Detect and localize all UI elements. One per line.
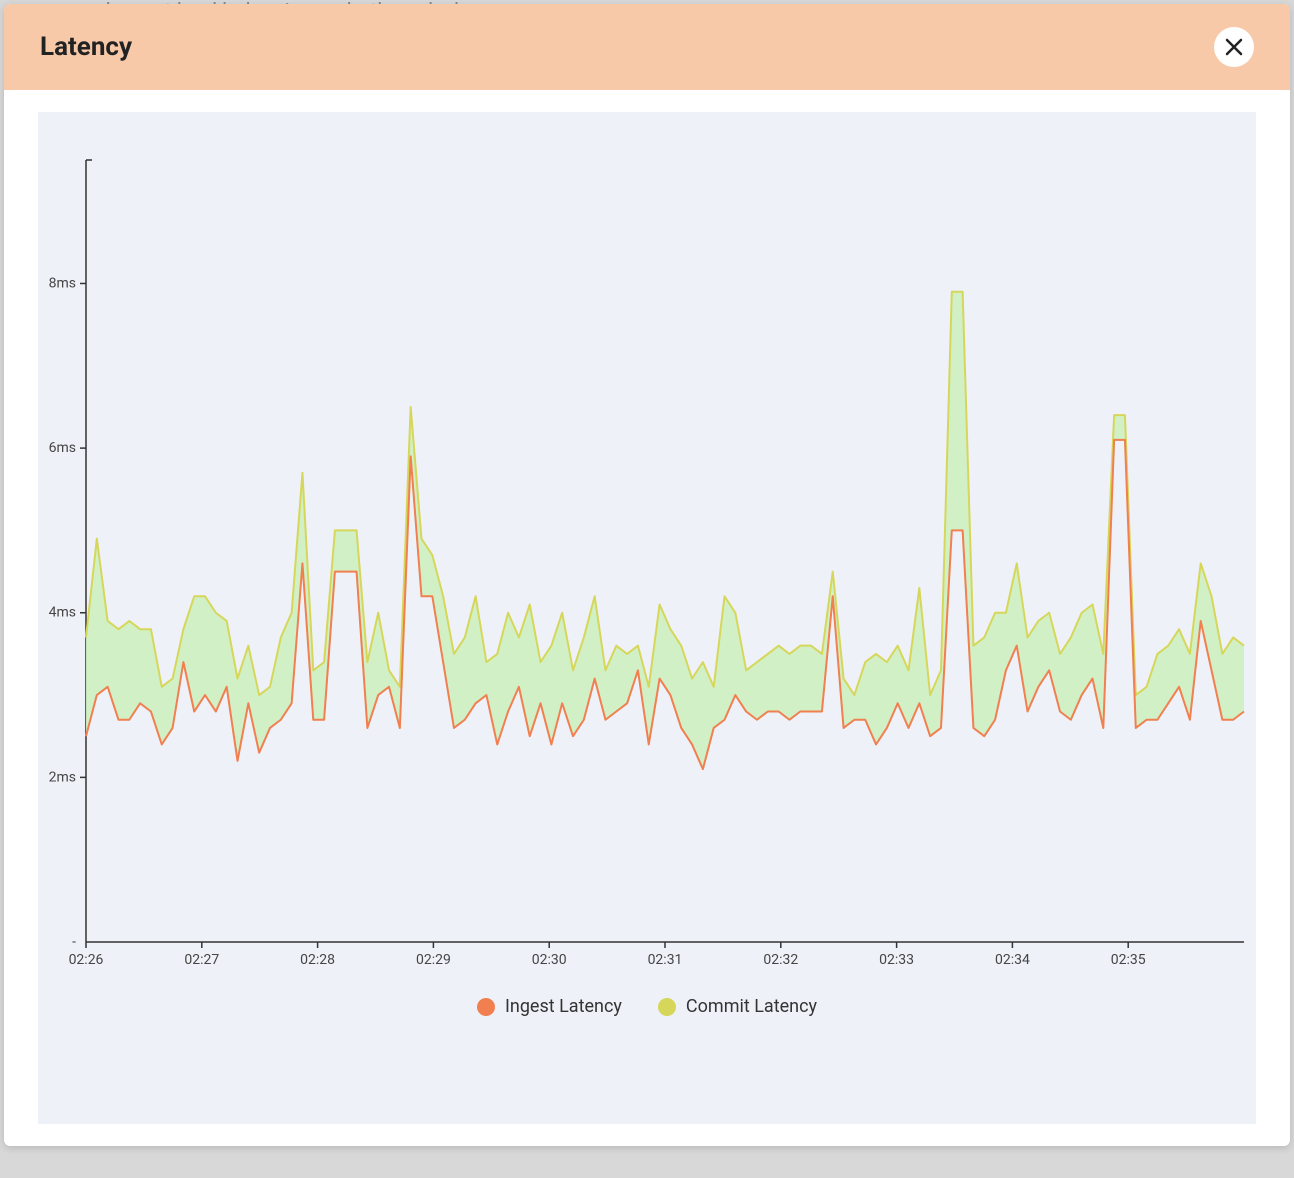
svg-text:02:30: 02:30 xyxy=(532,952,567,968)
svg-text:4ms: 4ms xyxy=(49,605,76,621)
close-icon xyxy=(1224,37,1244,57)
svg-text:8ms: 8ms xyxy=(49,275,76,291)
modal-header: Latency xyxy=(4,4,1290,90)
legend-label-ingest: Ingest Latency xyxy=(505,996,622,1017)
legend-dot-ingest xyxy=(477,998,495,1016)
svg-text:02:27: 02:27 xyxy=(184,952,219,968)
chart-area: 2ms 4ms 6ms 8ms - 02:26 02:27 02:28 02:29 02:30 02… xyxy=(38,112,1256,1124)
svg-text:02:32: 02:32 xyxy=(763,952,798,968)
svg-text:02:26: 02:26 xyxy=(69,952,104,968)
legend-item-ingest: Ingest Latency xyxy=(477,996,622,1017)
legend-label-commit: Commit Latency xyxy=(686,996,817,1017)
chart-legend: Ingest Latency Commit Latency xyxy=(38,982,1256,1031)
modal-title: Latency xyxy=(40,32,132,62)
svg-text:02:28: 02:28 xyxy=(300,952,335,968)
svg-text:6ms: 6ms xyxy=(49,440,76,456)
modal-body: 2ms 4ms 6ms 8ms - 02:26 02:27 02:28 02:29 02:30 02… xyxy=(4,90,1290,1146)
latency-chart: 2ms 4ms 6ms 8ms - 02:26 02:27 02:28 02:29 02:30 02… xyxy=(38,112,1256,982)
svg-text:02:35: 02:35 xyxy=(1111,952,1146,968)
legend-dot-commit xyxy=(658,998,676,1016)
svg-text:02:29: 02:29 xyxy=(416,952,451,968)
latency-modal: Latency 2ms 4ms 6ms 8ms - 02:26 02:27 02:28 02:2… xyxy=(4,4,1290,1146)
svg-text:02:31: 02:31 xyxy=(648,952,683,968)
close-button[interactable] xyxy=(1214,27,1254,67)
svg-text:02:33: 02:33 xyxy=(879,952,914,968)
svg-text:02:34: 02:34 xyxy=(995,952,1030,968)
legend-item-commit: Commit Latency xyxy=(658,996,817,1017)
svg-text:-: - xyxy=(72,934,76,950)
svg-text:2ms: 2ms xyxy=(49,769,76,785)
